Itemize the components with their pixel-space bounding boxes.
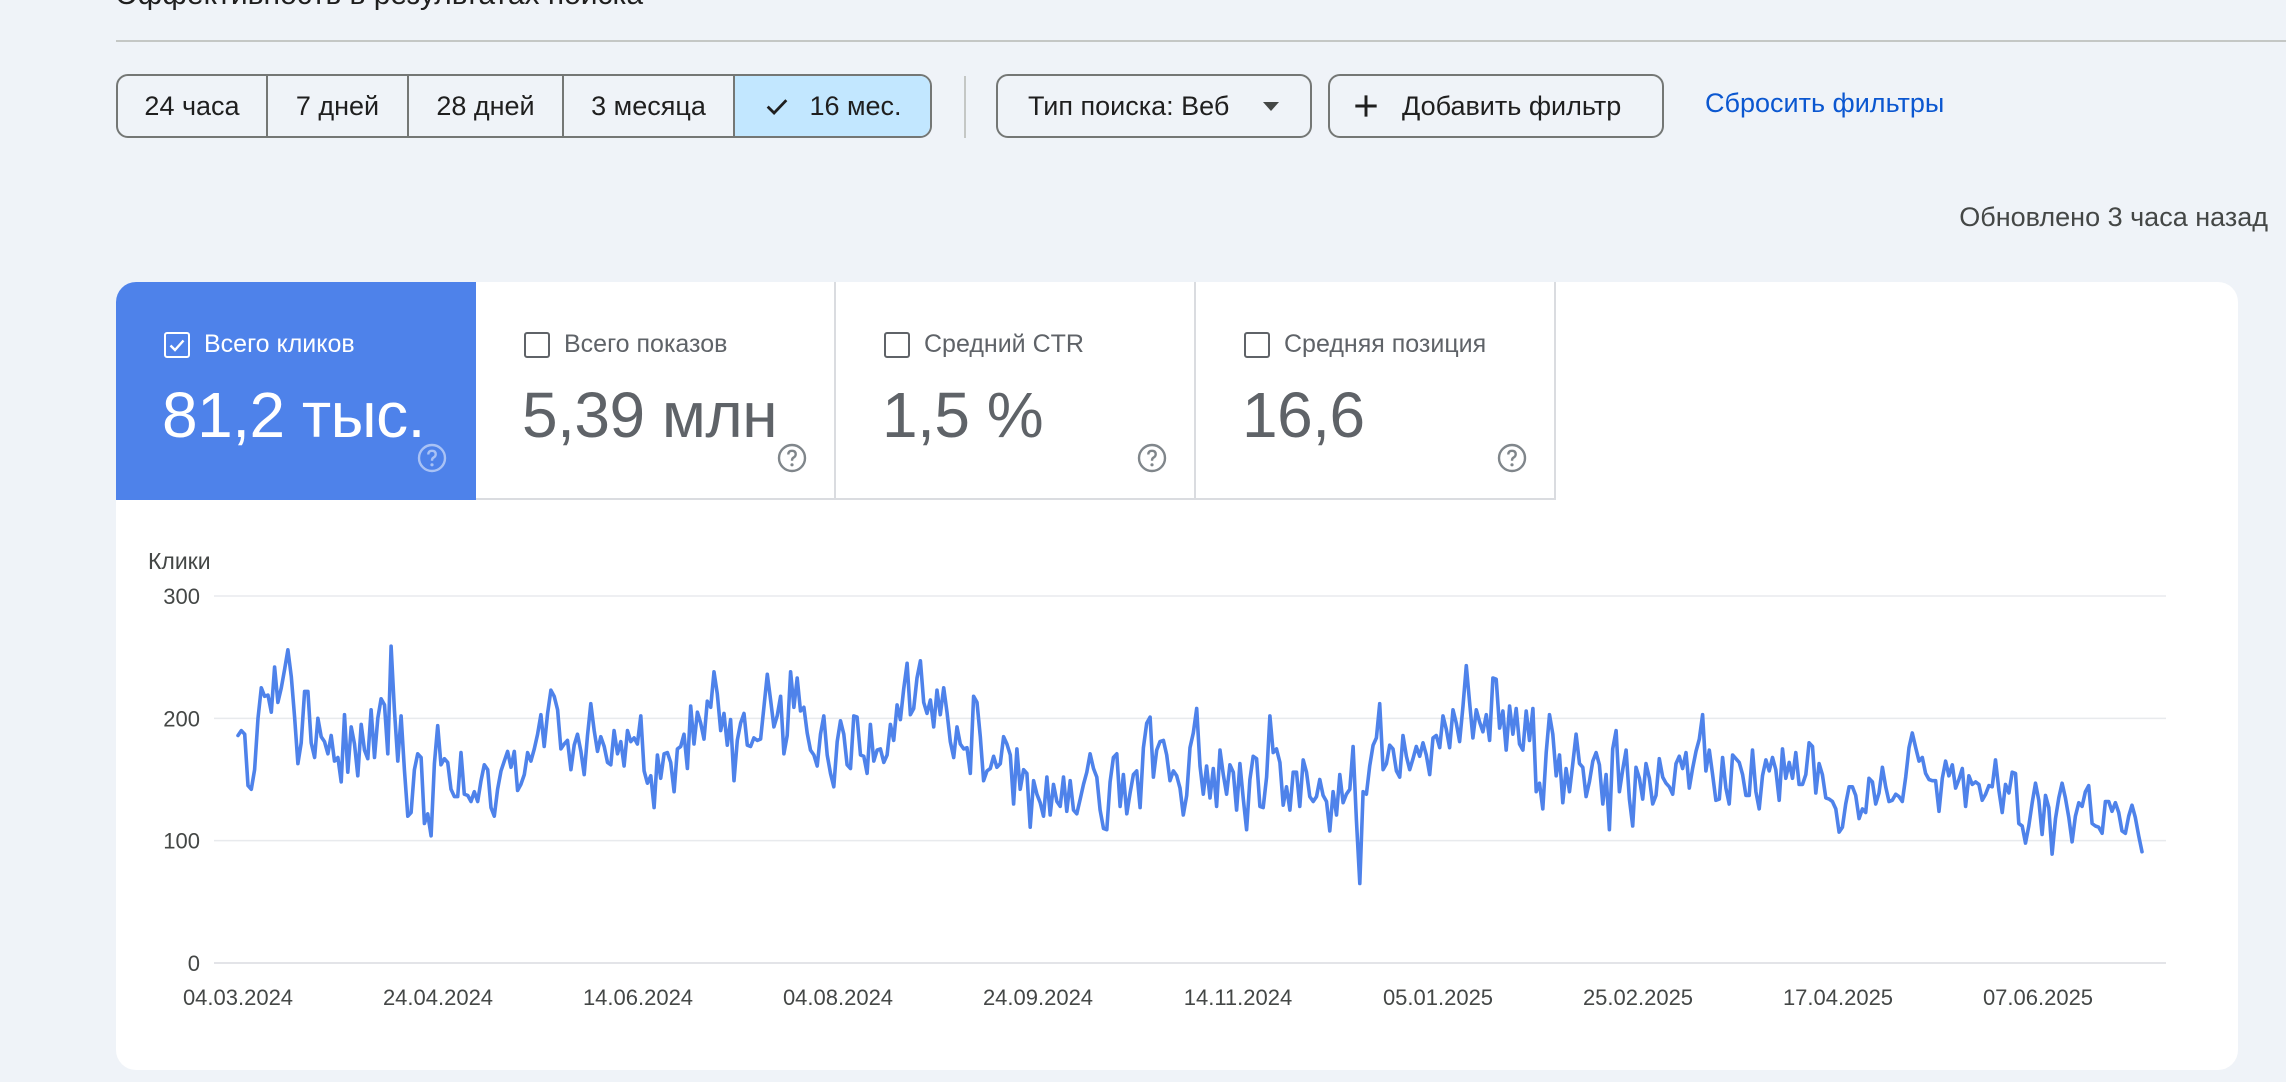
- metric-total-impressions-value: 5,39 млн: [522, 379, 778, 451]
- metric-label: Средняя позиция: [1244, 330, 1486, 359]
- range-24h-label: 24 часа: [144, 90, 240, 121]
- metric-total-impressions[interactable]: Всего показов 5,39 млн: [476, 282, 836, 500]
- x-tick-label: 05.01.2025: [1383, 985, 1493, 1010]
- range-16m-button[interactable]: 16 мес.: [735, 76, 930, 136]
- plus-icon: [1355, 95, 1377, 117]
- performance-card: Всего кликов 81,2 тыс. Всего показов 5,3…: [116, 282, 2238, 1070]
- caret-down-icon: [1263, 101, 1280, 111]
- header-divider: [116, 40, 2286, 42]
- help-circle-icon[interactable]: [1496, 442, 1528, 474]
- search-type-label: Тип поиска: Веб: [1028, 90, 1230, 121]
- x-tick-label: 17.04.2025: [1783, 985, 1893, 1010]
- x-tick-label: 24.04.2024: [383, 985, 493, 1010]
- x-tick-label: 04.08.2024: [783, 985, 893, 1010]
- clicks-series-line: [236, 644, 2144, 886]
- range-7d-button[interactable]: 7 дней: [268, 76, 409, 136]
- x-tick-label: 14.06.2024: [583, 985, 693, 1010]
- checkbox-checked-icon[interactable]: [164, 331, 190, 358]
- page-title: Эффективность в результатах поиска: [116, 0, 1016, 14]
- add-filter-button[interactable]: Добавить фильтр: [1328, 74, 1664, 138]
- search-type-dropdown[interactable]: Тип поиска: Веб: [996, 74, 1312, 138]
- metric-total-clicks-value: 81,2 тыс.: [162, 379, 425, 451]
- clicks-line-chart: Клики 0 100 200 300 04.03.2024 24.04.2024 14.06…: [148, 548, 2166, 1010]
- help-circle-icon[interactable]: [776, 442, 808, 474]
- help-circle-icon[interactable]: [416, 442, 448, 474]
- x-tick-label: 07.06.2025: [1983, 985, 2093, 1010]
- help-circle-icon[interactable]: [1136, 442, 1168, 474]
- metric-label: Средний CTR: [884, 330, 1084, 359]
- metric-average-position[interactable]: Средняя позиция 16,6: [1196, 282, 1556, 500]
- range-24h-button[interactable]: 24 часа: [118, 76, 268, 136]
- date-range-selector: 24 часа 7 дней 28 дней 3 месяца 16 мес.: [116, 74, 932, 138]
- metric-total-clicks-label: Всего кликов: [204, 330, 355, 358]
- metric-tabs: Всего кликов 81,2 тыс. Всего показов 5,3…: [116, 282, 1556, 500]
- metric-label: Всего кликов: [164, 330, 355, 359]
- reset-filters-link[interactable]: Сбросить фильтры: [1705, 88, 1945, 118]
- x-tick-label: 14.11.2024: [1184, 985, 1292, 1010]
- metric-average-position-label: Средняя позиция: [1284, 330, 1487, 358]
- x-tick-label: 25.02.2025: [1583, 985, 1693, 1010]
- toolbar-divider: [964, 76, 966, 138]
- x-tick-label: 04.03.2024: [183, 985, 293, 1010]
- metric-total-impressions-label: Всего показов: [564, 330, 728, 358]
- range-3m-button[interactable]: 3 месяца: [564, 76, 735, 136]
- metric-average-position-value: 16,6: [1242, 379, 1365, 451]
- metric-label: Всего показов: [524, 330, 727, 359]
- metric-average-ctr-label: Средний CTR: [924, 330, 1084, 358]
- y-tick-label: 200: [163, 706, 200, 731]
- range-3m-label: 3 месяца: [591, 90, 706, 121]
- metric-average-ctr-value: 1,5 %: [882, 379, 1044, 451]
- range-7d-label: 7 дней: [295, 90, 380, 121]
- add-filter-label: Добавить фильтр: [1402, 90, 1622, 121]
- y-tick-label: 0: [188, 951, 200, 976]
- page-title-text: Эффективность в результатах поиска: [116, 0, 643, 12]
- range-28d-button[interactable]: 28 дней: [409, 76, 564, 136]
- checkbox-unchecked-icon[interactable]: [1244, 331, 1270, 358]
- y-tick-label: 100: [163, 829, 200, 854]
- range-16m-label: 16 мес.: [809, 90, 902, 121]
- y-axis-label: Клики: [148, 548, 211, 574]
- checkbox-unchecked-icon[interactable]: [884, 331, 910, 358]
- updated-status: Обновлено 3 часа назад: [1959, 202, 2268, 232]
- metric-average-ctr[interactable]: Средний CTR 1,5 %: [836, 282, 1196, 500]
- x-tick-label: 24.09.2024: [983, 985, 1093, 1010]
- metric-total-clicks[interactable]: Всего кликов 81,2 тыс.: [116, 282, 476, 500]
- range-28d-label: 28 дней: [436, 90, 535, 121]
- y-tick-label: 300: [163, 584, 200, 609]
- check-icon: [767, 99, 788, 116]
- checkbox-unchecked-icon[interactable]: [524, 331, 550, 358]
